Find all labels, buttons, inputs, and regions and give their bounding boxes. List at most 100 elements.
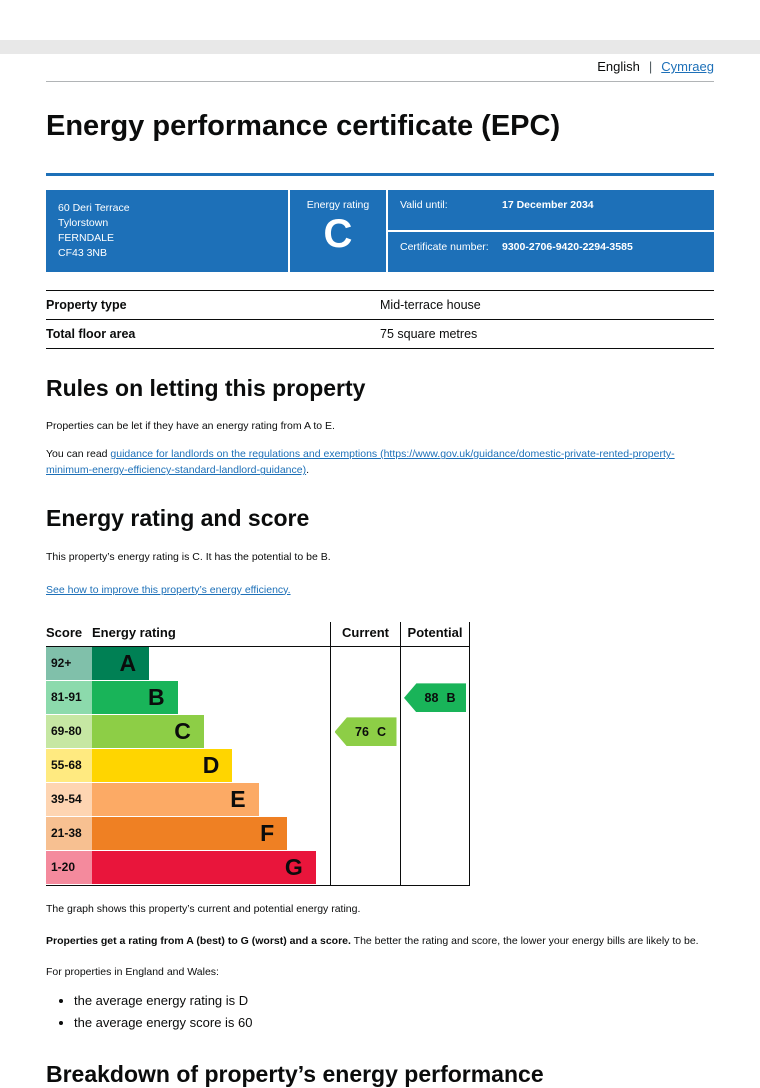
- epc-band-bar-cell: G: [92, 850, 330, 884]
- valid-until-label: Valid until:: [400, 199, 448, 212]
- address-line-2: Tylorstown: [58, 217, 109, 230]
- marker-score: 76: [355, 724, 369, 739]
- epc-band-score: 92+: [46, 646, 92, 680]
- epc-band-row: 81-91 B 88 B: [46, 680, 470, 715]
- rating-column-header: Energy rating: [92, 624, 176, 640]
- floor-area-label: Total floor area: [46, 327, 136, 342]
- epc-current-cell: [330, 748, 400, 783]
- epc-band-row: 1-20 G: [46, 850, 470, 885]
- guidance-suffix: .: [306, 464, 310, 477]
- energy-rating-box: Energy rating C: [290, 190, 386, 273]
- table-row: Total floor area 75 square metres: [46, 320, 714, 350]
- current-column-header: Current: [330, 621, 400, 646]
- address-line-1: 60 Deri Terrace: [58, 202, 130, 215]
- epc-band-row: 39-54 E: [46, 782, 470, 817]
- property-address: 60 Deri Terrace Tylorstown FERNDALE CF43…: [46, 190, 288, 273]
- epc-current-cell: [330, 680, 400, 715]
- epc-band-score: 55-68: [46, 748, 92, 782]
- regions-intro: For properties in England and Wales:: [46, 966, 219, 979]
- improve-efficiency-link[interactable]: See how to improve this property’s energ…: [46, 583, 291, 596]
- landlord-guidance-link[interactable]: guidance for landlords on the regulation…: [46, 448, 675, 477]
- chart-header: Score Energy rating Current Potential: [46, 621, 470, 647]
- epc-band-row: 21-38 F: [46, 816, 470, 851]
- page-title: Energy performance certificate (EPC): [46, 110, 561, 142]
- epc-potential-cell: [400, 646, 470, 681]
- certificate-summary: 60 Deri Terrace Tylorstown FERNDALE CF43…: [46, 190, 714, 273]
- epc-current-cell: [330, 782, 400, 817]
- floor-area-value: 75 square metres: [380, 327, 478, 342]
- epc-band-bar-cell: B: [92, 680, 330, 714]
- epc-band-bar: D: [92, 748, 233, 782]
- score-column-header: Score: [46, 624, 83, 640]
- property-details-table: Property type Mid-terrace house Total fl…: [46, 290, 714, 350]
- epc-band-row: 69-80 C 76 C: [46, 714, 470, 749]
- epc-potential-cell: [400, 748, 470, 783]
- letting-guidance-paragraph: You can read guidance for landlords on t…: [46, 446, 714, 479]
- top-gray-bar: [0, 40, 760, 54]
- epc-band-score: 39-54: [46, 782, 92, 816]
- epc-potential-cell: [400, 782, 470, 817]
- breakdown-heading: Breakdown of property’s energy performan…: [46, 1060, 544, 1087]
- epc-band-score: 21-38: [46, 816, 92, 850]
- epc-band-bar-cell: A: [92, 646, 330, 680]
- current-rating-marker: 76 C: [334, 717, 397, 747]
- list-item: the average energy rating is D: [74, 991, 714, 1011]
- language-separator: |: [648, 59, 653, 74]
- potential-rating-marker: 88 B: [404, 683, 466, 713]
- epc-band-bar: E: [92, 782, 259, 816]
- address-line-4: CF43 3NB: [58, 247, 108, 260]
- rating-summary-text: This property’s energy rating is C. It h…: [46, 551, 331, 564]
- certificate-number-value: 9300-2706-9420-2294-3585: [502, 241, 633, 254]
- marker-score: 88: [424, 690, 439, 705]
- epc-potential-cell: [400, 714, 470, 749]
- letting-rules-text: Properties can be let if they have an en…: [46, 419, 335, 432]
- rating-explanation-rest: The better the rating and score, the low…: [350, 935, 699, 948]
- energy-rating-label: Energy rating: [306, 199, 370, 212]
- epc-potential-cell: [400, 816, 470, 851]
- guidance-prefix: You can read: [46, 448, 111, 461]
- certificate-number-row: Certificate number: 9300-2706-9420-2294-…: [388, 232, 714, 273]
- rating-explanation: Properties get a rating from A (best) to…: [46, 933, 714, 949]
- epc-potential-cell: 88 B: [400, 680, 470, 715]
- epc-band-bar: A: [92, 646, 150, 680]
- language-link-cymraeg[interactable]: Cymraeg: [661, 59, 714, 74]
- marker-band: C: [376, 724, 386, 739]
- table-row: Property type Mid-terrace house: [46, 291, 714, 321]
- improve-paragraph: See how to improve this property’s energ…: [46, 582, 714, 598]
- energy-rating-heading: Energy rating and score: [46, 504, 310, 531]
- property-type-value: Mid-terrace house: [380, 298, 481, 313]
- epc-band-bar: G: [92, 850, 316, 884]
- epc-band-bar: F: [92, 816, 288, 850]
- energy-rating-value: C: [323, 212, 353, 257]
- epc-current-cell: [330, 816, 400, 851]
- epc-band-bar-cell: F: [92, 816, 330, 850]
- epc-band-bar-cell: C: [92, 714, 330, 748]
- property-type-label: Property type: [46, 298, 127, 313]
- epc-chart-body: 92+ A 81-91 B 88 B 69-80 C 76 C 55-68 D 39-54 E 21-38 F…: [46, 646, 470, 886]
- epc-band-row: 92+ A: [46, 646, 470, 681]
- valid-until-value: 17 December 2034: [502, 199, 594, 212]
- title-rule: [46, 173, 714, 177]
- epc-band-bar: B: [92, 680, 178, 714]
- address-line-3: FERNDALE: [58, 232, 115, 245]
- graph-caption: The graph shows this property’s current …: [46, 902, 361, 915]
- potential-column-header: Potential: [400, 621, 470, 646]
- energy-rating-chart: Score Energy rating Current Potential 92…: [46, 621, 470, 886]
- epc-potential-cell: [400, 850, 470, 885]
- epc-current-cell: [330, 646, 400, 681]
- epc-band-bar-cell: E: [92, 782, 330, 816]
- epc-band-score: 81-91: [46, 680, 92, 714]
- epc-current-cell: [330, 850, 400, 885]
- top-spacer: [0, 0, 760, 40]
- marker-band: B: [446, 690, 456, 705]
- validity-column: Valid until: 17 December 2034 Certificat…: [388, 190, 714, 273]
- rating-explanation-lead: Properties get a rating from A (best) to…: [46, 935, 351, 948]
- language-current: English: [597, 59, 640, 74]
- epc-band-score: 69-80: [46, 714, 92, 748]
- valid-until-row: Valid until: 17 December 2034: [388, 190, 714, 231]
- epc-current-cell: 76 C: [330, 714, 400, 749]
- letting-rules-heading: Rules on letting this property: [46, 375, 366, 402]
- average-rating-facts: the average energy rating is D the avera…: [46, 991, 714, 1033]
- epc-band-row: 55-68 D: [46, 748, 470, 783]
- epc-band-bar: C: [92, 714, 204, 748]
